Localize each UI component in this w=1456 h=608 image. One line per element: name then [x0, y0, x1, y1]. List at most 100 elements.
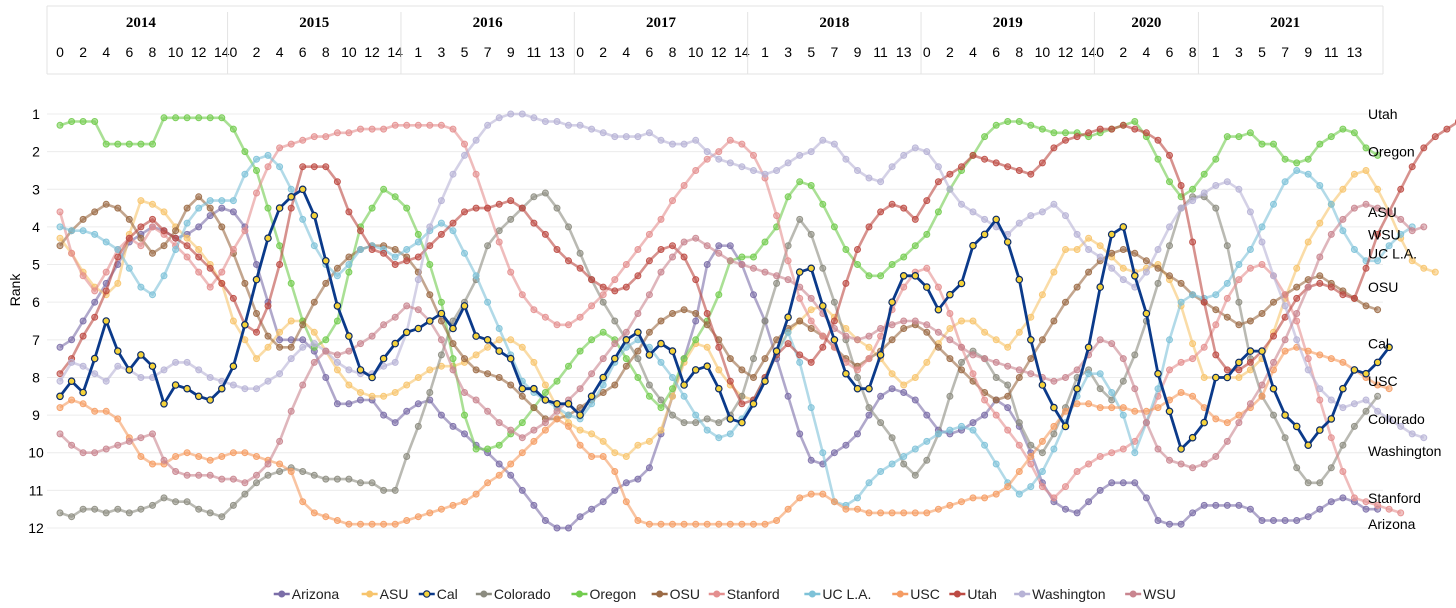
- legend-label: Washington: [1032, 586, 1105, 602]
- point-usc: [1131, 407, 1139, 415]
- point-cal: [807, 264, 816, 273]
- point-uc-l-a: [796, 358, 804, 366]
- point-cal: [449, 324, 457, 333]
- point-utah: [183, 242, 191, 250]
- point-usc: [865, 509, 873, 517]
- series-oregon: [56, 114, 1382, 453]
- point-oregon: [923, 230, 931, 238]
- point-washington: [1350, 400, 1358, 408]
- point-cal: [1027, 335, 1035, 344]
- point-arizona: [1246, 505, 1254, 513]
- point-stanford: [1119, 445, 1127, 453]
- point-cal: [564, 399, 573, 408]
- point-wsu: [842, 332, 850, 340]
- point-cal: [79, 388, 87, 397]
- point-cal: [899, 271, 908, 280]
- point-oregon: [553, 377, 561, 385]
- point-osu: [680, 306, 688, 314]
- point-osu: [518, 392, 526, 400]
- point-oregon: [1350, 129, 1358, 137]
- point-colorado: [333, 475, 341, 483]
- point-utah: [1212, 351, 1220, 359]
- point-stanford: [900, 283, 908, 291]
- point-utah: [102, 287, 110, 295]
- legend-swatch-marker: [1129, 590, 1137, 598]
- point-usc: [981, 494, 989, 502]
- point-stanford: [1015, 441, 1023, 449]
- point-utah: [1316, 279, 1324, 287]
- legend-item-arizona: Arizona: [273, 586, 339, 602]
- point-oregon: [634, 374, 642, 381]
- point-washington: [102, 377, 110, 385]
- point-stanford: [738, 140, 746, 148]
- point-usc: [669, 520, 676, 528]
- point-stanford: [611, 276, 619, 284]
- point-oregon: [588, 336, 596, 344]
- point-utah: [1177, 182, 1185, 189]
- legend-item-utah: Utah: [949, 586, 997, 602]
- point-oregon: [229, 125, 237, 133]
- point-colorado: [403, 453, 411, 460]
- point-usc: [1015, 468, 1023, 475]
- point-arizona: [703, 261, 711, 268]
- point-asu: [484, 343, 492, 351]
- point-washington: [1327, 396, 1335, 404]
- point-usc: [1235, 411, 1243, 419]
- point-colorado: [1004, 381, 1012, 389]
- point-oregon: [518, 419, 526, 427]
- point-uc-l-a: [1038, 468, 1046, 475]
- y-tick-label: 1: [32, 106, 40, 122]
- point-wsu: [911, 317, 919, 325]
- point-usc: [137, 453, 145, 460]
- legend-label: ASU: [380, 586, 409, 602]
- x-tick-label: 8: [1015, 44, 1023, 60]
- point-washington: [865, 174, 873, 182]
- point-asu: [114, 279, 122, 287]
- point-osu: [1374, 306, 1382, 314]
- point-colorado: [1270, 411, 1277, 419]
- point-colorado: [206, 509, 214, 517]
- point-washington: [565, 121, 572, 129]
- point-washington: [622, 133, 630, 141]
- series-colorado: [56, 189, 1382, 521]
- point-asu: [958, 317, 965, 325]
- point-arizona: [1073, 509, 1081, 517]
- point-washington: [738, 163, 746, 171]
- point-washington: [195, 366, 203, 374]
- end-label-asu: ASU: [1368, 204, 1397, 220]
- point-oregon: [1223, 133, 1231, 141]
- point-stanford: [253, 189, 260, 197]
- point-osu: [611, 381, 619, 389]
- point-wsu: [1350, 204, 1358, 212]
- point-arizona: [553, 524, 561, 532]
- point-usc: [218, 453, 226, 460]
- point-colorado: [1154, 279, 1162, 287]
- x-tick-label: 12: [711, 44, 727, 60]
- point-asu: [1062, 246, 1069, 253]
- point-arizona: [91, 298, 99, 306]
- x-tick-label: 1: [1212, 44, 1220, 60]
- point-washington: [946, 185, 954, 193]
- point-oregon: [1339, 125, 1347, 133]
- point-arizona: [461, 430, 468, 438]
- point-oregon: [1327, 133, 1335, 141]
- point-uc-l-a: [657, 358, 665, 366]
- point-cal: [1188, 433, 1197, 442]
- x-tick-label: 12: [364, 44, 380, 60]
- end-label-stanford: Stanford: [1368, 490, 1421, 506]
- point-stanford: [1281, 291, 1289, 299]
- x-tick-label: 8: [322, 44, 330, 60]
- point-wsu: [946, 336, 954, 344]
- point-arizona: [1223, 501, 1231, 509]
- point-utah: [426, 242, 434, 250]
- point-cal: [818, 302, 827, 310]
- point-usc: [958, 498, 965, 506]
- point-uc-l-a: [172, 246, 180, 253]
- point-colorado: [553, 204, 561, 212]
- point-asu: [923, 358, 931, 366]
- point-utah: [738, 400, 746, 408]
- point-osu: [622, 362, 630, 370]
- point-usc: [437, 505, 445, 513]
- point-asu: [1374, 185, 1382, 193]
